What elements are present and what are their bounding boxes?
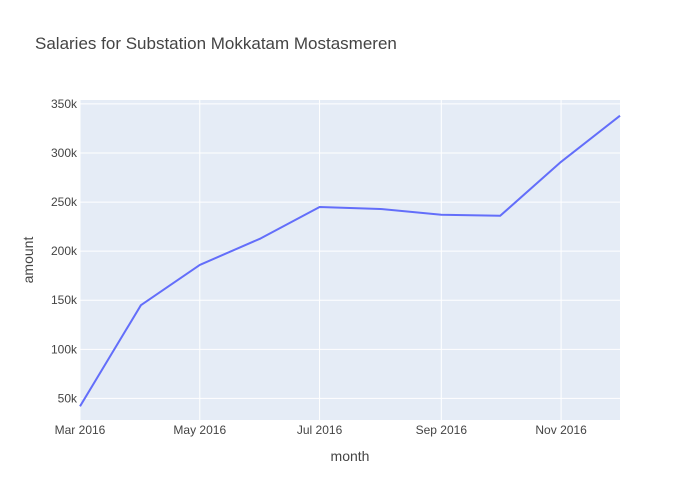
- y-tick-label: 200k: [51, 244, 78, 258]
- y-tick-label: 250k: [51, 195, 78, 209]
- x-tick-label: May 2016: [173, 423, 226, 437]
- x-tick-label: Sep 2016: [416, 423, 468, 437]
- plot-area: [80, 100, 620, 420]
- x-tick-label: Jul 2016: [297, 423, 343, 437]
- y-tick-label: 50k: [58, 391, 78, 405]
- y-tick-label: 350k: [51, 97, 78, 111]
- series-group: [79, 114, 621, 407]
- y-axis-title: amount: [20, 237, 36, 284]
- x-gridlines: [79, 100, 562, 420]
- x-tick-labels: Mar 2016 May 2016 Jul 2016 Sep 2016 Nov 2016: [55, 423, 587, 437]
- x-tick-label: Nov 2016: [535, 423, 587, 437]
- y-tick-label: 100k: [51, 342, 78, 356]
- y-tick-label: 300k: [51, 146, 78, 160]
- y-gridlines: [80, 103, 620, 399]
- series-line: [79, 114, 621, 407]
- y-tick-labels: 50k 100k 150k 200k 250k 300k 350k: [51, 97, 78, 405]
- chart-title: Salaries for Substation Mokkatam Mostasm…: [35, 34, 397, 53]
- x-tick-label: Mar 2016: [55, 423, 106, 437]
- x-axis-title: month: [331, 448, 370, 464]
- y-tick-label: 150k: [51, 293, 78, 307]
